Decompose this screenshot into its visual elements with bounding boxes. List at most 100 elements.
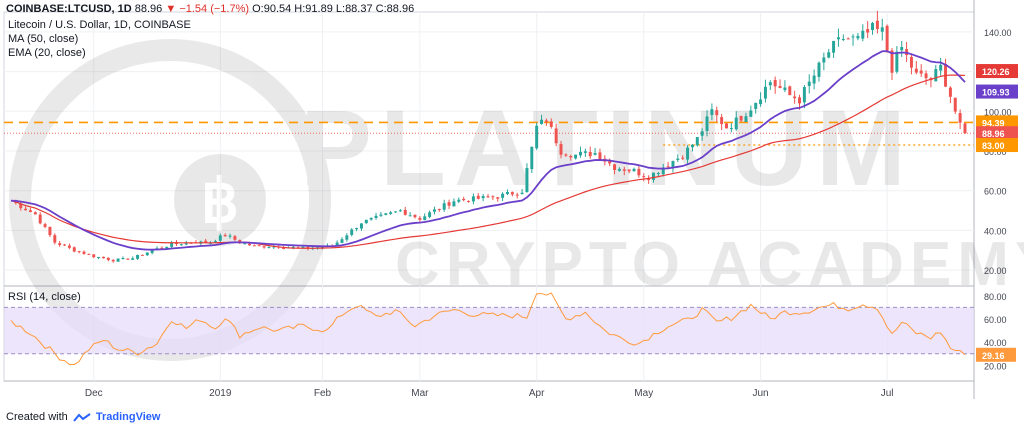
candle bbox=[958, 109, 962, 130]
candle-body bbox=[126, 258, 130, 260]
candle-body bbox=[340, 239, 344, 243]
candle-body bbox=[467, 200, 471, 202]
tradingview-link[interactable]: TradingView bbox=[95, 411, 161, 423]
candle bbox=[574, 154, 578, 160]
candle-body bbox=[384, 213, 388, 215]
ema-legend[interactable]: EMA (20, close) bbox=[8, 47, 86, 59]
candle-body bbox=[364, 219, 368, 224]
candle bbox=[374, 212, 378, 220]
symbol-label: COINBASE:LTCUSD, 1D bbox=[6, 3, 132, 15]
candle-body bbox=[554, 128, 558, 144]
watermark-coin-icon bbox=[174, 154, 266, 246]
candle bbox=[963, 122, 967, 135]
candle-body bbox=[540, 119, 544, 125]
candle bbox=[355, 227, 359, 232]
candle bbox=[554, 123, 558, 147]
candle bbox=[705, 110, 709, 137]
candle-body bbox=[948, 87, 952, 97]
candle bbox=[476, 193, 480, 200]
candle bbox=[934, 64, 938, 82]
rsi-legend[interactable]: RSI (14, close) bbox=[8, 291, 81, 303]
candle bbox=[82, 250, 86, 255]
candle bbox=[637, 165, 641, 178]
candle bbox=[505, 189, 509, 195]
candle bbox=[836, 28, 840, 47]
candle-body bbox=[111, 259, 115, 262]
candle-body bbox=[116, 258, 120, 262]
candle-body bbox=[403, 209, 407, 215]
candle-body bbox=[885, 25, 889, 51]
candle-body bbox=[106, 257, 110, 261]
candle-body bbox=[359, 223, 363, 229]
candle-body bbox=[184, 242, 188, 245]
price-tick-label: 40.00 bbox=[984, 226, 1007, 236]
candle-body bbox=[559, 144, 563, 155]
candle bbox=[564, 153, 568, 157]
candle-body bbox=[67, 245, 71, 248]
candle bbox=[647, 175, 651, 184]
rsi-tick-label: 40.00 bbox=[984, 338, 1007, 348]
candle bbox=[471, 193, 475, 205]
candle bbox=[432, 206, 436, 215]
candle-body bbox=[856, 35, 860, 39]
candle-body bbox=[807, 81, 811, 86]
candle bbox=[77, 250, 81, 254]
candle-body bbox=[394, 211, 398, 213]
candle bbox=[350, 228, 354, 237]
candle-body bbox=[739, 116, 743, 121]
candle-body bbox=[836, 37, 840, 40]
candle-body bbox=[827, 52, 831, 58]
watermark-line2: CRYPTO ACADEMY bbox=[395, 230, 1024, 299]
candle bbox=[520, 188, 524, 195]
candle-body bbox=[262, 246, 266, 248]
price-tick-label: 100.00 bbox=[984, 107, 1012, 117]
candle-body bbox=[369, 217, 373, 220]
candle-body bbox=[666, 166, 670, 168]
candle bbox=[535, 122, 539, 150]
candle bbox=[578, 146, 582, 158]
candle-body bbox=[822, 57, 826, 63]
candle bbox=[627, 169, 631, 174]
candle bbox=[345, 233, 349, 242]
candle-body bbox=[583, 151, 587, 153]
candle bbox=[389, 210, 393, 215]
candle-body bbox=[729, 128, 733, 130]
candle-body bbox=[243, 243, 247, 245]
close-value: C:88.96 bbox=[375, 3, 415, 15]
candle-body bbox=[48, 226, 52, 236]
candle-body bbox=[272, 246, 276, 248]
candle bbox=[807, 74, 811, 94]
time-tick-label: Jun bbox=[753, 388, 769, 399]
candle bbox=[408, 212, 412, 217]
ma50-line bbox=[10, 74, 966, 249]
candle-body bbox=[763, 86, 767, 99]
candle bbox=[97, 257, 101, 260]
candle-body bbox=[939, 64, 943, 71]
candle bbox=[773, 76, 777, 94]
candle-body bbox=[802, 87, 806, 103]
candle-body bbox=[252, 245, 256, 247]
chart-title: Litecoin / U.S. Dollar, 1D, COINBASE bbox=[8, 19, 191, 31]
candle-body bbox=[588, 152, 592, 157]
candle-body bbox=[632, 168, 636, 172]
ma-legend[interactable]: MA (50, close) bbox=[8, 33, 79, 45]
candle-body bbox=[432, 209, 436, 212]
candle bbox=[340, 237, 344, 244]
candle bbox=[63, 243, 67, 247]
price-badge-label: 94.39 bbox=[982, 118, 1005, 128]
candle-body bbox=[97, 257, 101, 259]
rsi-value-badge bbox=[976, 347, 1016, 362]
candle-body bbox=[28, 210, 32, 213]
candle bbox=[379, 211, 383, 217]
candle-body bbox=[900, 47, 904, 51]
candle bbox=[515, 192, 519, 199]
candle-body bbox=[812, 75, 816, 84]
candle bbox=[525, 163, 529, 193]
candle bbox=[140, 254, 144, 256]
candle bbox=[686, 145, 690, 165]
candle-body bbox=[574, 154, 578, 159]
candle-body bbox=[248, 243, 251, 246]
candle bbox=[486, 193, 490, 198]
candle-body bbox=[379, 214, 383, 216]
